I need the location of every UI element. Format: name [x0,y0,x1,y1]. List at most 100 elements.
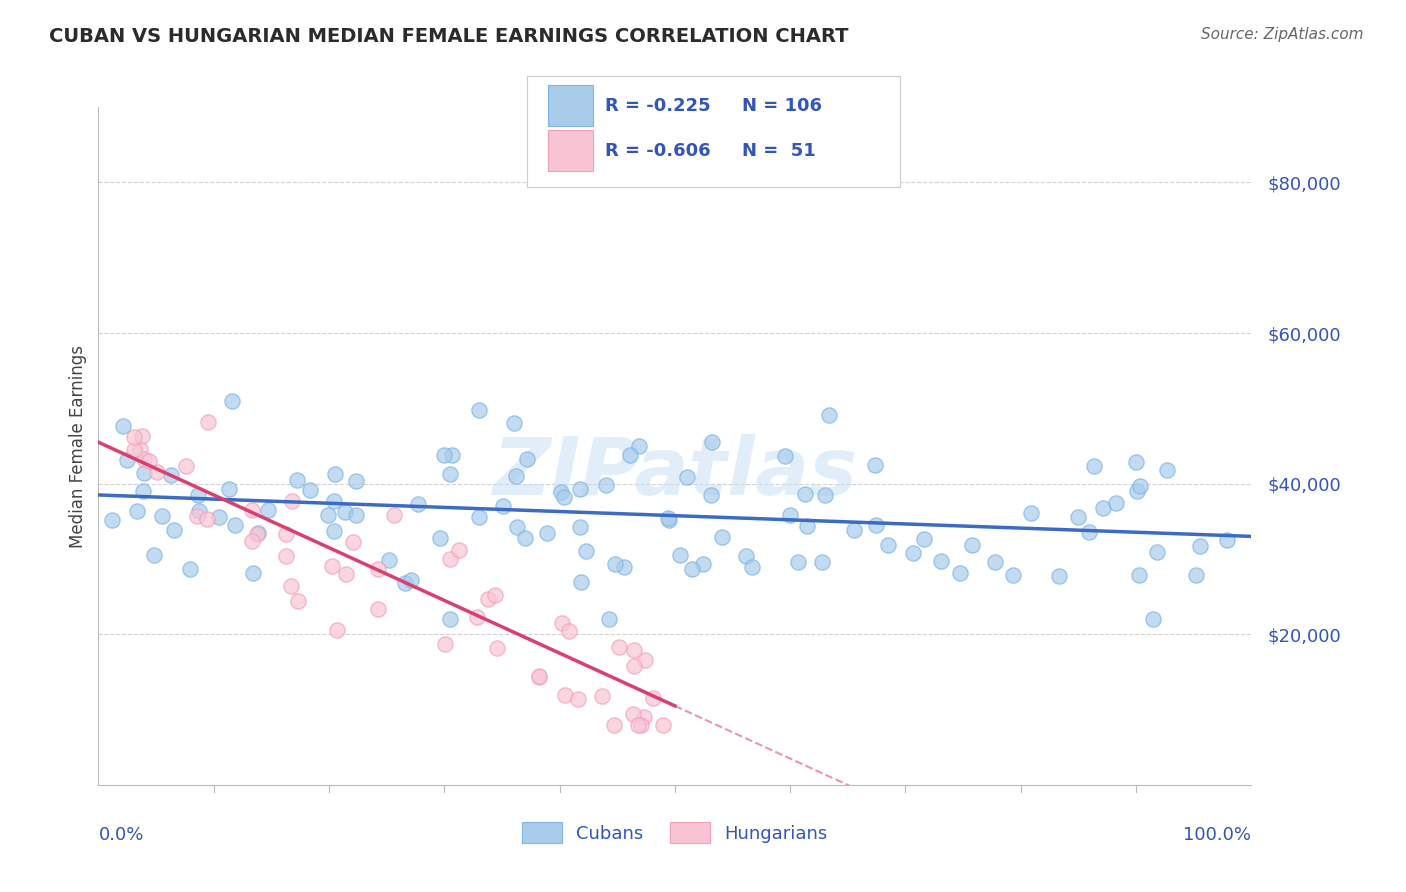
Point [439,612,461,626]
Point [865,518,887,533]
Text: R = -0.225: R = -0.225 [605,96,710,115]
Text: 0.0%: 0.0% [98,826,143,844]
Point [188,504,211,518]
Point [779,508,801,522]
Point [439,551,461,566]
Point [159,467,181,482]
Point [274,549,297,563]
Point [1019,506,1042,520]
Point [134,467,156,481]
Point [651,717,673,731]
Point [773,449,796,463]
Point [439,467,461,482]
Point [186,508,208,523]
Point [101,513,124,527]
Point [505,468,527,483]
Point [984,555,1007,569]
Point [465,610,488,624]
Point [931,554,953,568]
Point [115,453,138,467]
Point [692,558,714,572]
Point [145,465,167,479]
Point [441,448,464,462]
Point [247,525,270,540]
Point [657,511,679,525]
Point [218,482,240,496]
Point [257,502,280,516]
Point [558,624,581,638]
Point [877,538,900,552]
Point [131,429,153,443]
Point [516,452,538,467]
Point [1091,500,1114,515]
Point [551,616,574,631]
Point [1128,568,1150,582]
Point [326,624,349,638]
Point [681,562,703,576]
Point [208,510,231,524]
Point [433,448,456,462]
Point [643,691,665,706]
Point [735,549,758,563]
Point [287,594,309,608]
Point [1125,455,1147,469]
Legend: Cubans, Hungarians: Cubans, Hungarians [515,815,835,850]
Point [623,658,645,673]
Point [630,717,652,731]
Point [598,612,620,626]
Point [323,494,346,508]
Point [602,717,624,731]
Point [281,494,304,508]
Point [863,458,886,473]
Point [700,434,723,449]
Point [162,523,184,537]
Point [569,520,592,534]
Point [335,505,357,519]
Point [506,520,529,534]
Point [796,519,818,533]
Point [960,538,983,552]
Text: CUBAN VS HUNGARIAN MEDIAN FEMALE EARNINGS CORRELATION CHART: CUBAN VS HUNGARIAN MEDIAN FEMALE EARNING… [49,27,849,45]
Point [1083,459,1105,474]
Point [399,573,422,587]
Point [550,484,572,499]
Point [477,591,499,606]
Point [711,530,734,544]
Point [628,439,651,453]
Point [657,513,679,527]
Point [814,488,837,502]
Point [949,566,972,580]
Point [112,419,135,434]
Point [591,690,613,704]
Point [675,470,697,484]
Point [1078,524,1101,539]
Point [429,531,451,545]
Y-axis label: Median Female Earnings: Median Female Earnings [69,344,87,548]
Point [125,503,148,517]
Point [901,546,924,560]
Point [246,527,269,541]
Point [129,442,152,457]
Point [1146,544,1168,558]
Point [468,403,491,417]
Point [486,640,509,655]
Point [529,670,551,684]
Point [242,566,264,580]
Point [554,688,576,702]
Point [613,560,636,574]
Point [669,548,692,562]
Point [515,531,537,545]
Point [567,692,589,706]
Point [378,553,401,567]
Point [619,448,641,462]
Point [634,653,657,667]
Point [844,523,866,537]
Point [794,487,817,501]
Point [131,483,153,498]
Point [394,575,416,590]
Point [569,575,592,590]
Point [195,511,218,525]
Point [197,416,219,430]
Point [595,477,617,491]
Point [623,643,645,657]
